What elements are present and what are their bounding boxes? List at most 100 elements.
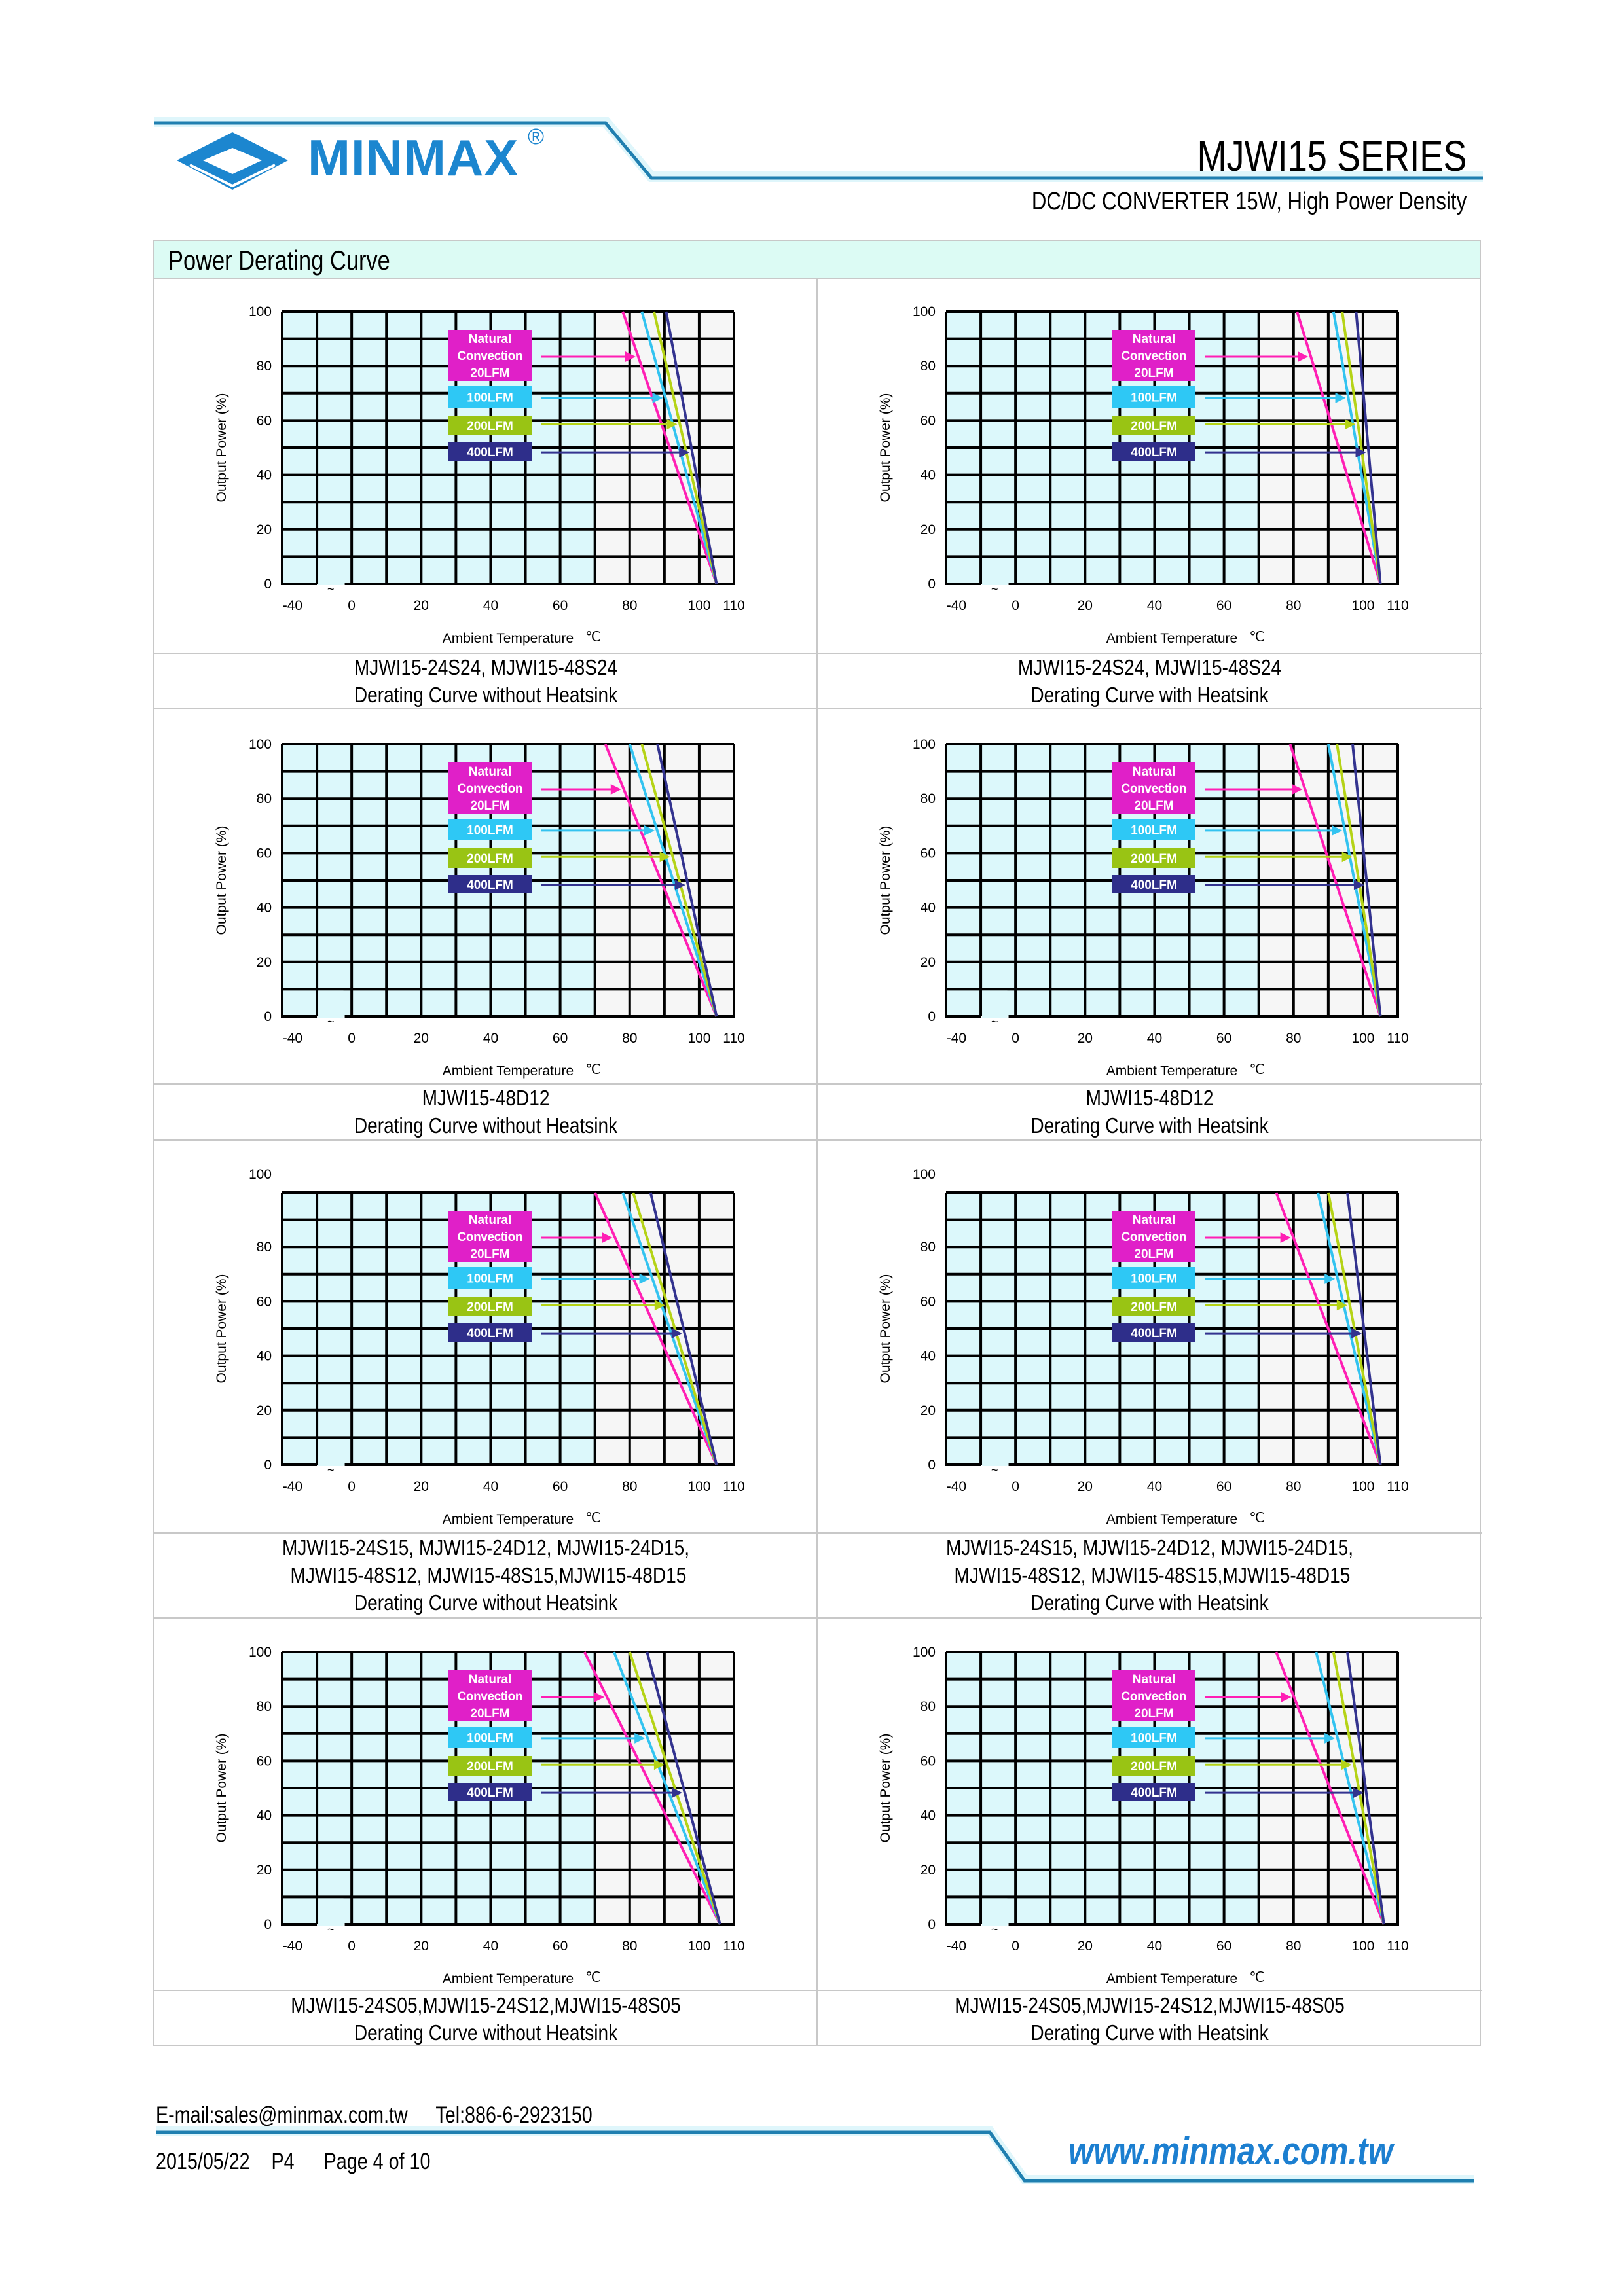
caption-line: MJWI15-24S15, MJWI15-24D12, MJWI15-24D15… [945,1535,1353,1560]
footer-contact: E-mail:sales@minmax.com.tw Tel:886-6-2923… [156,2102,593,2128]
series-line [656,744,718,1017]
series-line [1288,744,1382,1017]
y-axis-title: Output Power (%) [214,1734,229,1843]
x-axis-title: Ambient Temperature [1106,1064,1237,1079]
legend-arrow-head [1336,1300,1347,1311]
caption-line: Derating Curve with Heatsink [1030,2020,1269,2045]
caption-divider [154,1532,818,1534]
y-tick-label: 0 [928,1009,936,1024]
y-tick-label: 40 [257,1808,272,1823]
legend-arrow-head [653,1759,665,1770]
x-axis-title: Ambient Temperature [1106,1512,1237,1527]
legend-box [1112,819,1195,840]
y-tick-label: 60 [257,846,272,861]
legend-label: 100LFM [467,391,513,405]
x-tick-label: 80 [1286,598,1301,613]
legend-label: 100LFM [1131,1272,1177,1286]
legend-arrow-head [652,392,663,403]
x-tick-label: -40 [283,1031,302,1046]
x-tick-label: 80 [622,1479,637,1494]
caption-line: MJWI15-48D12 [1085,1086,1214,1110]
y-tick-label: 40 [921,468,936,483]
minmax-logo-icon [177,132,288,190]
legend-label: 100LFM [1131,1732,1177,1746]
series-line [1346,1651,1385,1925]
x-tick-label: 80 [1286,1031,1301,1046]
y-tick-label: 40 [921,901,936,916]
axis-break-gap [982,990,1008,1018]
x-tick-label: 60 [1216,1479,1231,1494]
y-tick-label: 20 [257,522,272,537]
caption-line: MJWI15-24S15, MJWI15-24D12, MJWI15-24D15… [282,1535,689,1560]
x-tick-label: -40 [283,598,302,613]
legend-label: 20LFM [1134,1707,1173,1721]
x-tick-label: 60 [553,1939,568,1954]
legend-arrow-head [654,1300,665,1311]
legend-arrow-head [1335,392,1346,403]
legend-arrow-head [1341,852,1353,863]
y-tick-label: 100 [913,1167,936,1182]
x-tick-label: 20 [414,1939,429,1954]
y-tick-label: 100 [249,737,272,752]
section-header: Power Derating Curve [154,241,1480,279]
series-line [632,1192,718,1465]
y-tick-label: 80 [257,1699,272,1714]
legend-arrow-head [634,1732,646,1744]
legend-label: 400LFM [1131,1786,1177,1800]
legend-box [1112,848,1195,868]
legend-item: 100LFM [448,386,663,408]
legend-item: 400LFM [1112,875,1364,893]
legend-label: 20LFM [1134,367,1173,380]
legend-label: Convection [458,1690,523,1704]
series-line [1336,744,1382,1017]
x-tick-label: 0 [1012,1939,1019,1954]
caption-divider [818,1083,1482,1085]
y-tick-label: 100 [913,737,936,752]
series-line [621,1192,718,1465]
legend-label: 20LFM [1134,1247,1173,1261]
column-divider [816,278,818,2045]
legend-label: 20LFM [470,799,509,813]
legend-box [448,1323,532,1342]
y-tick-label: 80 [257,1240,272,1255]
legend-box [1112,1297,1195,1316]
axis-break-gap [982,558,1008,585]
legend-box [448,386,532,408]
derating-chart-cell: ~0 20 40 60 80 100 -40 0 20 40 60 80 100 110 Ambient T… [154,1140,818,1619]
x-tick-label: 80 [622,1939,637,1954]
derating-chart: ~0 20 40 60 80 100 -40 0 20 40 60 80 100 110 Ambient T… [214,304,745,646]
legend-label: 20LFM [1134,799,1173,813]
legend-arrow-head [1281,1692,1292,1703]
legend-label: Convection [458,1230,523,1244]
y-tick-label: 100 [913,304,936,319]
series-line [621,311,718,584]
x-tick-label: 100 [1351,598,1374,613]
legend-label: 400LFM [467,1327,513,1340]
row-divider [154,1139,818,1141]
y-tick-label: 60 [257,1294,272,1309]
x-axis-title: Ambient Temperature [443,1971,574,1986]
caption-line: Derating Curve without Heatsink [354,1590,618,1615]
legend-box [1112,875,1195,893]
derating-chart-cell: ~0 20 40 60 80 100 -40 0 20 40 60 80 100 110 Ambient T… [818,278,1482,709]
axis-break-mark: ~ [327,1463,335,1477]
legend-box [1112,762,1195,814]
legend-box [1112,1727,1195,1748]
x-tick-label: 20 [1078,1939,1093,1954]
y-axis-title: Output Power (%) [878,826,893,935]
x-tick-label: 0 [348,1939,356,1954]
legend-label: 100LFM [467,824,513,838]
legend-item: 100LFM [1112,386,1346,408]
legend-arrow-head [1280,1232,1291,1244]
y-tick-label: 40 [257,901,272,916]
legend-label: Convection [458,782,523,796]
website-link[interactable]: www.minmax.com.tw [1068,2129,1393,2173]
legend-box [448,1756,532,1776]
axis-break-gap [318,990,344,1018]
y-axis-title: Output Power (%) [214,393,229,503]
legend-label: 200LFM [1131,1300,1177,1314]
chart-caption: MJWI15-48D12 Derating Curve with Heatsink [818,1085,1482,1139]
y-tick-label: 20 [921,522,936,537]
legend-arrow-head [1355,447,1366,458]
legend-label: 100LFM [1131,391,1177,405]
